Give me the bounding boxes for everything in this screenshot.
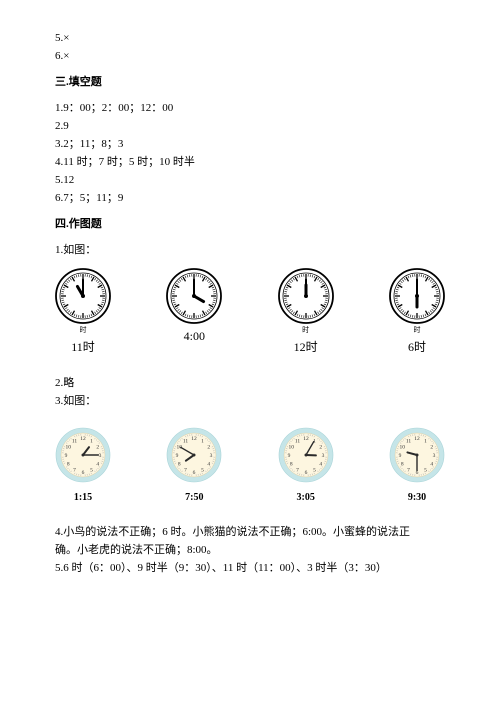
svg-text:11: 11: [72, 438, 78, 444]
clock-row-bw: 时 11时 4:00 时 12时 时 6时: [55, 268, 445, 357]
svg-text:4: 4: [96, 462, 99, 468]
svg-text:10: 10: [288, 445, 294, 451]
svg-text:1: 1: [201, 438, 204, 444]
svg-text:3: 3: [99, 453, 102, 459]
section-title-3: 三.填空题: [55, 74, 445, 91]
svg-text:8: 8: [401, 462, 404, 468]
svg-text:11: 11: [406, 438, 412, 444]
svg-text:12: 12: [414, 436, 420, 442]
svg-text:12: 12: [80, 436, 86, 442]
answer-line: 6.7；5；11；9: [55, 190, 445, 207]
svg-text:11: 11: [183, 438, 189, 444]
clock-sublabel: 时: [302, 325, 309, 336]
clock-cell: 时 12时: [278, 268, 334, 357]
answer-line: 5.×: [55, 30, 445, 47]
svg-text:9: 9: [399, 453, 402, 459]
svg-text:6: 6: [82, 470, 85, 476]
svg-text:5: 5: [90, 468, 93, 474]
svg-text:3: 3: [321, 453, 324, 459]
svg-text:5: 5: [424, 468, 427, 474]
svg-text:4: 4: [208, 462, 211, 468]
clock-cell: 123456789101112 3:05: [278, 427, 334, 506]
svg-text:8: 8: [178, 462, 181, 468]
svg-text:9: 9: [176, 453, 179, 459]
svg-text:9: 9: [65, 453, 68, 459]
svg-text:10: 10: [66, 445, 72, 451]
answer-line: 4.小鸟的说法不正确；6 时。小熊猫的说法不正确；6:00。小蜜蜂的说法正: [55, 524, 445, 541]
clock-label: 9:30: [408, 490, 426, 506]
clock-cell: 时 11时: [55, 268, 111, 357]
answer-line: 5.6 时（6：00）、9 时半（9：30）、11 时（11：00）、3 时半（…: [55, 560, 445, 577]
svg-text:11: 11: [295, 438, 301, 444]
svg-text:4: 4: [430, 462, 433, 468]
clock-bw-icon: [278, 268, 334, 324]
clock-blue-icon: 123456789101112: [166, 427, 222, 483]
svg-text:2: 2: [96, 445, 99, 451]
svg-text:7: 7: [296, 468, 299, 474]
clock-row-blue: 123456789101112 1:15 123456789101112 7:5…: [55, 427, 445, 506]
answer-line: 3.2；11；8；3: [55, 136, 445, 153]
svg-text:7: 7: [73, 468, 76, 474]
svg-text:1: 1: [424, 438, 427, 444]
svg-text:7: 7: [407, 468, 410, 474]
answer-line: 确。小老虎的说法不正确；8:00。: [55, 542, 445, 559]
svg-text:2: 2: [430, 445, 433, 451]
svg-text:7: 7: [184, 468, 187, 474]
svg-text:3: 3: [210, 453, 213, 459]
clock-cell: 123456789101112 1:15: [55, 427, 111, 506]
clock-bw-icon: [55, 268, 111, 324]
figure-intro: 1.如图：: [55, 242, 445, 259]
svg-text:9: 9: [287, 453, 290, 459]
clock-label: 3:05: [296, 490, 314, 506]
svg-text:5: 5: [313, 468, 316, 474]
svg-text:2: 2: [319, 445, 322, 451]
clock-blue-icon: 123456789101112: [278, 427, 334, 483]
answer-line: 2.9: [55, 118, 445, 135]
clock-cell: 123456789101112 7:50: [166, 427, 222, 506]
figure-intro: 3.如图：: [55, 393, 445, 410]
clock-cell: 时 6时: [389, 268, 445, 357]
answer-line: 6.×: [55, 48, 445, 65]
svg-text:12: 12: [303, 436, 309, 442]
clock-label: 1:15: [74, 490, 92, 506]
svg-text:12: 12: [192, 436, 198, 442]
svg-text:8: 8: [67, 462, 70, 468]
svg-text:6: 6: [193, 470, 196, 476]
clock-bw-icon: [166, 268, 222, 324]
svg-text:2: 2: [208, 445, 211, 451]
answer-line: 4.11 时；7 时；5 时；10 时半: [55, 154, 445, 171]
clock-label: 11时: [71, 338, 95, 357]
svg-text:4: 4: [319, 462, 322, 468]
clock-sublabel: 时: [413, 325, 420, 336]
clock-sublabel: 时: [80, 325, 87, 336]
answer-line: 1.9：00；2：00；12：00: [55, 100, 445, 117]
svg-text:8: 8: [290, 462, 293, 468]
clock-label: 12时: [294, 338, 318, 357]
svg-text:1: 1: [90, 438, 93, 444]
clock-cell: 4:00: [166, 268, 222, 357]
clock-blue-icon: 123456789101112: [55, 427, 111, 483]
svg-text:3: 3: [433, 453, 436, 459]
svg-text:6: 6: [304, 470, 307, 476]
clock-cell: 123456789101112 9:30: [389, 427, 445, 506]
clock-bw-icon: [389, 268, 445, 324]
section-title-4: 四.作图题: [55, 216, 445, 233]
clock-blue-icon: 123456789101112: [389, 427, 445, 483]
answer-line: 5.12: [55, 172, 445, 189]
svg-text:5: 5: [201, 468, 204, 474]
clock-label: 4:00: [184, 327, 205, 346]
svg-text:10: 10: [400, 445, 406, 451]
clock-label: 7:50: [185, 490, 203, 506]
answer-line: 2.略: [55, 375, 445, 392]
clock-label: 6时: [408, 338, 426, 357]
